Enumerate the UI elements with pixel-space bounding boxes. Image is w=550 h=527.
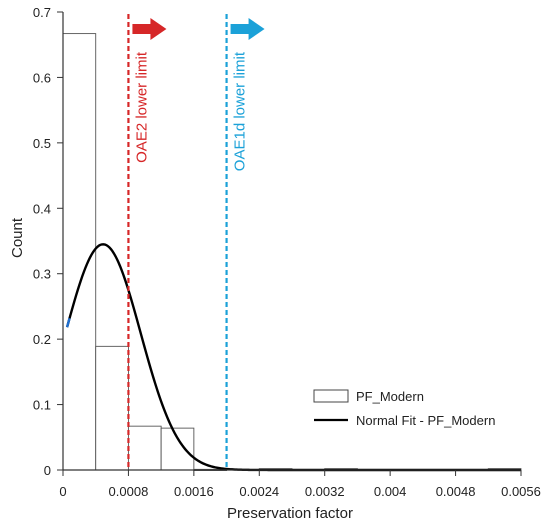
legend-label-histogram: PF_Modern xyxy=(356,389,424,404)
y-tick-label: 0 xyxy=(44,463,51,478)
y-tick-label: 0.7 xyxy=(33,5,51,20)
y-ticks: 0 0.1 0.2 0.3 0.4 0.5 0.6 0.7 xyxy=(33,5,63,478)
limit-lines: OAE2 lower limit OAE1d lower limit xyxy=(127,14,265,470)
x-tick-label: 0.004 xyxy=(374,484,407,499)
x-tick-label: 0.0056 xyxy=(501,484,541,499)
y-tick-label: 0.2 xyxy=(33,332,51,347)
x-tick-label: 0.0048 xyxy=(436,484,476,499)
y-tick-label: 0.1 xyxy=(33,398,51,413)
x-tick-label: 0.0032 xyxy=(305,484,345,499)
y-tick-label: 0.4 xyxy=(33,201,51,216)
x-tick-label: 0 xyxy=(59,484,66,499)
histogram-bar xyxy=(160,427,195,471)
axes xyxy=(62,12,521,471)
legend-swatch-histogram xyxy=(313,389,349,403)
histogram-bars xyxy=(62,33,522,471)
x-tick-label: 0.0008 xyxy=(109,484,149,499)
limit-arrow-icon xyxy=(230,18,265,40)
normal-fit-start-tip xyxy=(65,317,71,328)
x-axis-label: Preservation factor xyxy=(227,505,353,522)
histogram-bar xyxy=(95,345,129,471)
y-tick-label: 0.6 xyxy=(33,70,51,85)
histogram-bar xyxy=(62,33,97,471)
x-tick-label: 0.0016 xyxy=(174,484,214,499)
y-tick-label: 0.3 xyxy=(33,267,51,282)
y-axis-label: Count xyxy=(9,217,26,258)
limit-label: OAE1d lower limit xyxy=(232,51,249,171)
x-tick-label: 0.0024 xyxy=(239,484,279,499)
legend-label-fit: Normal Fit - PF_Modern xyxy=(356,413,495,428)
x-ticks: 0 0.0008 0.0016 0.0024 0.0032 0.004 0.0048 0.00… xyxy=(59,470,541,499)
legend: PF_Modern Normal Fit - PF_Modern xyxy=(313,389,495,428)
y-tick-label: 0.5 xyxy=(33,136,51,151)
limit-arrow-icon xyxy=(132,18,167,40)
histogram-bar xyxy=(127,425,162,471)
limit-label: OAE2 lower limit xyxy=(133,51,150,163)
